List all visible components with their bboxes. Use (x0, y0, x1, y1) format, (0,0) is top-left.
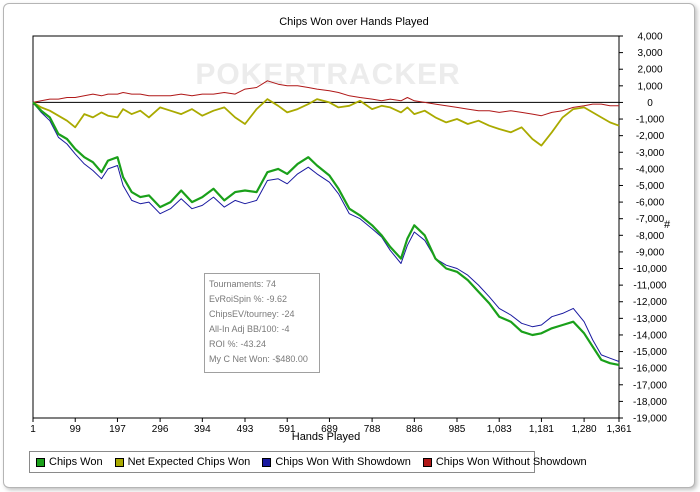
x-tick-label: 1,181 (529, 424, 554, 435)
y-tick-label: -2,000 (636, 131, 665, 142)
legend-label-with-showdown: Chips Won With Showdown (275, 456, 411, 468)
stat-allin: All-In Adj BB/100: -4 (209, 324, 290, 334)
legend-item-chips-won[interactable]: Chips Won (36, 456, 103, 468)
stat-roi: ROI %: -43.24 (209, 339, 267, 349)
legend-swatch-without-showdown (422, 457, 432, 467)
x-tick-label: 296 (152, 424, 169, 435)
legend-label-net-expected: Net Expected Chips Won (127, 456, 251, 468)
legend-swatch-net-expected (114, 457, 124, 467)
y-tick-label: -1,000 (636, 115, 665, 126)
x-axis-label: Hands Played (292, 431, 361, 443)
y-tick-label: -5,000 (636, 181, 665, 192)
y-tick-label: -6,000 (636, 198, 665, 209)
plot-area (32, 35, 620, 419)
y-tick-label: -13,000 (633, 314, 667, 325)
stat-evroispin: EvRoiSpin %: -9.62 (209, 294, 288, 304)
stats-box: Tournaments: 74 EvRoiSpin %: -9.62 Chips… (204, 273, 320, 373)
y-tick-label: -7,000 (636, 214, 665, 225)
x-tick-label: 493 (237, 424, 254, 435)
y-tick-label: -4,000 (636, 164, 665, 175)
series-without-showdown (32, 80, 619, 117)
y-tick-label: -16,000 (633, 364, 667, 375)
x-tick-label: 99 (70, 424, 82, 435)
y-axis-label: # (664, 219, 671, 231)
y-tick-label: -14,000 (633, 330, 667, 341)
legend-swatch-chips-won (36, 457, 45, 467)
legend: Chips Won Net Expected Chips Won Chips W… (29, 451, 587, 473)
y-tick-label: -15,000 (633, 347, 667, 358)
series-chips-won (32, 101, 620, 366)
stat-tournaments: Tournaments: 74 (209, 279, 277, 289)
x-tick-label: 788 (364, 424, 381, 435)
x-tick-label: 591 (279, 424, 296, 435)
x-tick-label: 1,280 (572, 424, 597, 435)
y-tick-label: 2,000 (637, 65, 662, 76)
y-tick-label: -17,000 (633, 380, 667, 391)
plot-border (32, 35, 620, 419)
legend-swatch-with-showdown (262, 457, 272, 467)
watermark: POKERTRACKER (195, 58, 460, 91)
y-tick-label: -18,000 (633, 397, 667, 408)
series-net-expected (32, 98, 620, 147)
y-tick-label: 0 (647, 98, 653, 109)
x-tick-label: 886 (406, 424, 423, 435)
y-tick-label: 4,000 (637, 32, 662, 43)
x-tick-label: 985 (449, 424, 466, 435)
x-tick-label: 1 (30, 424, 36, 435)
chart-title: Chips Won over Hands Played (279, 16, 429, 28)
y-tick-label: -11,000 (633, 281, 667, 292)
y-tick-label: -10,000 (633, 264, 667, 275)
x-tick-label: 1,083 (487, 424, 512, 435)
y-tick-label: -8,000 (636, 231, 665, 242)
y-tick-label: 3,000 (637, 48, 662, 59)
y-tick-label: -19,000 (633, 414, 667, 425)
y-tick-label: -3,000 (636, 148, 665, 159)
y-tick-label: 1,000 (637, 81, 662, 92)
axes: 4,000 3,000 2,000 1,000 0 -1,000 -2,000 -3,000 -… (30, 32, 667, 436)
series-group (32, 80, 620, 366)
legend-item-net-expected[interactable]: Net Expected Chips Won (114, 456, 251, 468)
legend-label-without-showdown: Chips Won Without Showdown (435, 456, 587, 468)
legend-item-without-showdown[interactable]: Chips Won Without Showdown (422, 456, 587, 468)
stat-net-won: My C Net Won: -$480.00 (209, 354, 308, 364)
legend-label-chips-won: Chips Won (49, 456, 103, 468)
series-with-showdown (32, 102, 620, 362)
x-tick-label: 1,361 (606, 424, 631, 435)
x-tick-label: 394 (194, 424, 211, 435)
chart-frame (3, 3, 695, 488)
x-tick-label: 689 (321, 424, 338, 435)
legend-item-with-showdown[interactable]: Chips Won With Showdown (262, 456, 411, 468)
y-tick-label: -12,000 (633, 297, 667, 308)
x-tick-label: 197 (109, 424, 126, 435)
stat-chipsev: ChipsEV/tourney: -24 (209, 309, 295, 319)
y-tick-label: -9,000 (636, 247, 665, 258)
